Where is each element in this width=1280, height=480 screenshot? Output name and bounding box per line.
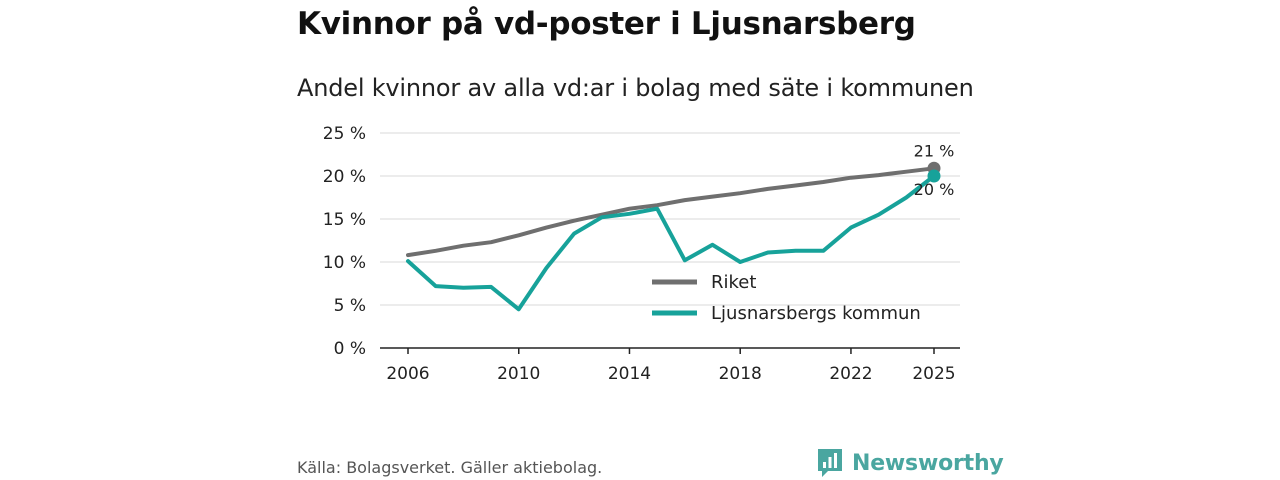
x-tick-label-1: 2010 [497, 364, 540, 384]
end-labels: 21 % 20 % [914, 141, 955, 199]
y-tick-label-5: 25 % [323, 124, 366, 144]
legend-label-0: Riket [711, 272, 756, 293]
legend-label-1: Ljusnarsbergs kommun [711, 303, 921, 324]
x-tick-label-5: 2025 [912, 364, 955, 384]
x-tick-label-2: 2014 [608, 364, 651, 384]
series [406, 161, 941, 312]
x-tick-label-0: 2006 [386, 364, 429, 384]
legend: Riket Ljusnarsbergs kommun [652, 272, 921, 324]
series-end-label-1: 20 % [914, 180, 955, 199]
y-tick-label-1: 5 % [334, 296, 366, 316]
series-line-0 [406, 166, 936, 258]
y-tick-label-2: 10 % [323, 253, 366, 273]
y-tick-label-3: 15 % [323, 210, 366, 230]
newsworthy-logo-text: Newsworthy [852, 450, 1004, 476]
newsworthy-logo-icon [818, 449, 842, 477]
line-chart: 0 % 5 % 10 % 15 % 20 % 25 % 2006 2010 2014 2018 20… [323, 124, 960, 384]
x-tick-label-4: 2022 [829, 364, 872, 384]
series-line-1 [406, 174, 936, 312]
chart-subtitle: Andel kvinnor av alla vd:ar i bolag med … [297, 74, 974, 102]
x-tick-label-3: 2018 [719, 364, 762, 384]
y-tick-label-4: 20 % [323, 167, 366, 187]
y-tick-label-0: 0 % [334, 339, 366, 359]
chart-title: Kvinnor på vd-poster i Ljusnarsberg [297, 6, 916, 42]
series-end-label-0: 21 % [914, 141, 955, 160]
newsworthy-logo[interactable]: Newsworthy [816, 447, 1004, 479]
series-end-point-1 [927, 169, 941, 183]
axes: 0 % 5 % 10 % 15 % 20 % 25 % 2006 2010 2014 2018 20… [323, 124, 960, 384]
source-note: Källa: Bolagsverket. Gäller aktiebolag. [297, 458, 603, 477]
